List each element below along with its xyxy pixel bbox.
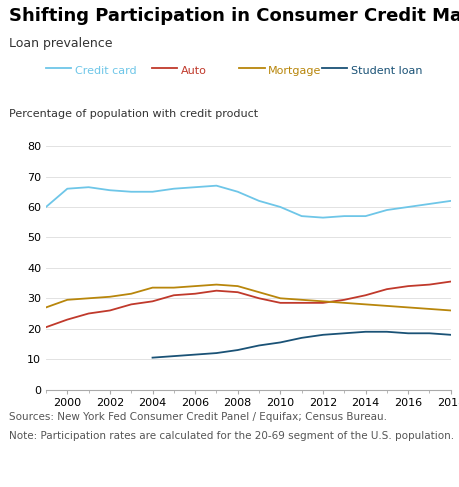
Student loan (341, 330, 346, 336)
Student loan (298, 335, 304, 341)
Credit card (341, 213, 346, 219)
Auto (128, 301, 134, 307)
Credit card (171, 186, 176, 191)
Text: Percentage of population with credit product: Percentage of population with credit pro… (9, 109, 258, 119)
Mortgage (235, 283, 240, 289)
Mortgage (107, 294, 112, 300)
Mortgage (447, 308, 453, 314)
Mortgage (192, 283, 197, 289)
Mortgage (256, 289, 261, 295)
Credit card (192, 184, 197, 190)
Mortgage (277, 295, 282, 301)
Mortgage (362, 301, 368, 307)
Mortgage (43, 304, 49, 310)
Auto (383, 286, 389, 292)
Auto (235, 289, 240, 295)
Auto (171, 292, 176, 298)
Auto (192, 291, 197, 297)
Mortgage (404, 304, 410, 310)
Mortgage (383, 303, 389, 309)
Student loan (171, 353, 176, 359)
Text: Note: Participation rates are calculated for the 20-69 segment of the U.S. popul: Note: Participation rates are calculated… (9, 431, 453, 441)
Credit card (64, 186, 70, 191)
Auto (447, 279, 453, 284)
Mortgage (426, 306, 431, 312)
Line: Credit card: Credit card (46, 186, 450, 218)
Auto (86, 311, 91, 317)
Credit card (213, 183, 219, 188)
Credit card (298, 213, 304, 219)
Credit card (277, 204, 282, 210)
Auto (150, 299, 155, 304)
Student loan (404, 330, 410, 336)
Auto (107, 308, 112, 314)
Credit card (404, 204, 410, 210)
Line: Student loan: Student loan (152, 332, 450, 357)
Credit card (319, 215, 325, 221)
Credit card (447, 198, 453, 204)
Text: Loan prevalence: Loan prevalence (9, 37, 112, 50)
Mortgage (150, 285, 155, 291)
Text: Sources: New York Fed Consumer Credit Panel / Equifax; Census Bureau.: Sources: New York Fed Consumer Credit Pa… (9, 412, 386, 422)
Student loan (426, 330, 431, 336)
Line: Mortgage: Mortgage (46, 284, 450, 311)
Credit card (107, 187, 112, 193)
Credit card (43, 204, 49, 210)
Student loan (213, 350, 219, 356)
Credit card (426, 201, 431, 207)
Student loan (256, 342, 261, 348)
Credit card (256, 198, 261, 204)
Credit card (383, 207, 389, 213)
Text: Mortgage: Mortgage (268, 66, 321, 75)
Credit card (150, 189, 155, 195)
Auto (341, 297, 346, 303)
Credit card (235, 189, 240, 195)
Student loan (319, 332, 325, 338)
Mortgage (64, 297, 70, 303)
Student loan (235, 347, 240, 353)
Mortgage (341, 300, 346, 306)
Student loan (362, 329, 368, 335)
Auto (298, 300, 304, 306)
Auto (43, 324, 49, 330)
Auto (277, 300, 282, 306)
Auto (404, 283, 410, 289)
Mortgage (213, 281, 219, 287)
Student loan (383, 329, 389, 335)
Student loan (447, 332, 453, 338)
Text: Credit card: Credit card (75, 66, 136, 75)
Credit card (362, 213, 368, 219)
Auto (256, 295, 261, 301)
Credit card (128, 189, 134, 195)
Text: Student loan: Student loan (350, 66, 421, 75)
Mortgage (319, 299, 325, 304)
Line: Auto: Auto (46, 281, 450, 327)
Student loan (192, 352, 197, 357)
Auto (213, 288, 219, 294)
Credit card (86, 184, 91, 190)
Auto (64, 317, 70, 322)
Auto (362, 292, 368, 298)
Text: Auto: Auto (180, 66, 206, 75)
Mortgage (86, 295, 91, 301)
Student loan (150, 355, 155, 360)
Mortgage (128, 291, 134, 297)
Auto (426, 281, 431, 287)
Student loan (277, 339, 282, 345)
Auto (319, 300, 325, 306)
Mortgage (298, 297, 304, 303)
Mortgage (171, 285, 176, 291)
Text: Shifting Participation in Consumer Credit Markets: Shifting Participation in Consumer Credi… (9, 7, 459, 25)
